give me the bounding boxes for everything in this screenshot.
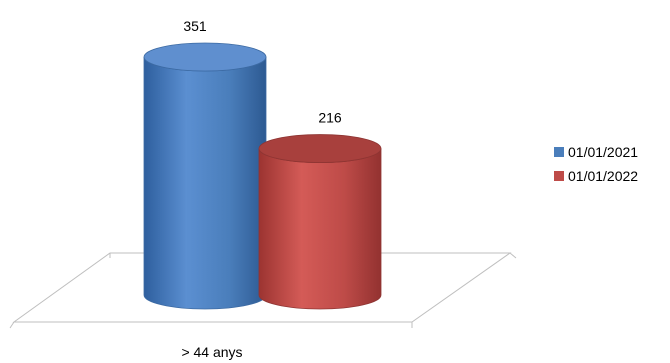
legend-label-1: 01/01/2021: [568, 144, 639, 160]
data-label-2: 216: [318, 110, 342, 126]
floor-edge-right: [509, 252, 517, 259]
bar-body-1: [143, 56, 267, 310]
bar-1: [143, 42, 267, 310]
legend-swatch-1: [554, 147, 564, 157]
legend-item-2: 01/01/2022: [554, 164, 638, 188]
floor-edge-bl: [9, 321, 15, 329]
bar-top-1: [143, 42, 267, 72]
legend-label-2: 01/01/2022: [568, 168, 639, 184]
data-label-1: 351: [183, 18, 207, 34]
bar-body-2: [258, 148, 382, 310]
legend: 01/01/2021 01/01/2022: [554, 140, 638, 188]
bar-top-2: [258, 134, 382, 163]
bar-2: [258, 134, 382, 310]
legend-item-1: 01/01/2021: [554, 140, 638, 164]
legend-swatch-2: [554, 171, 564, 181]
category-label: > 44 anys: [181, 344, 242, 360]
